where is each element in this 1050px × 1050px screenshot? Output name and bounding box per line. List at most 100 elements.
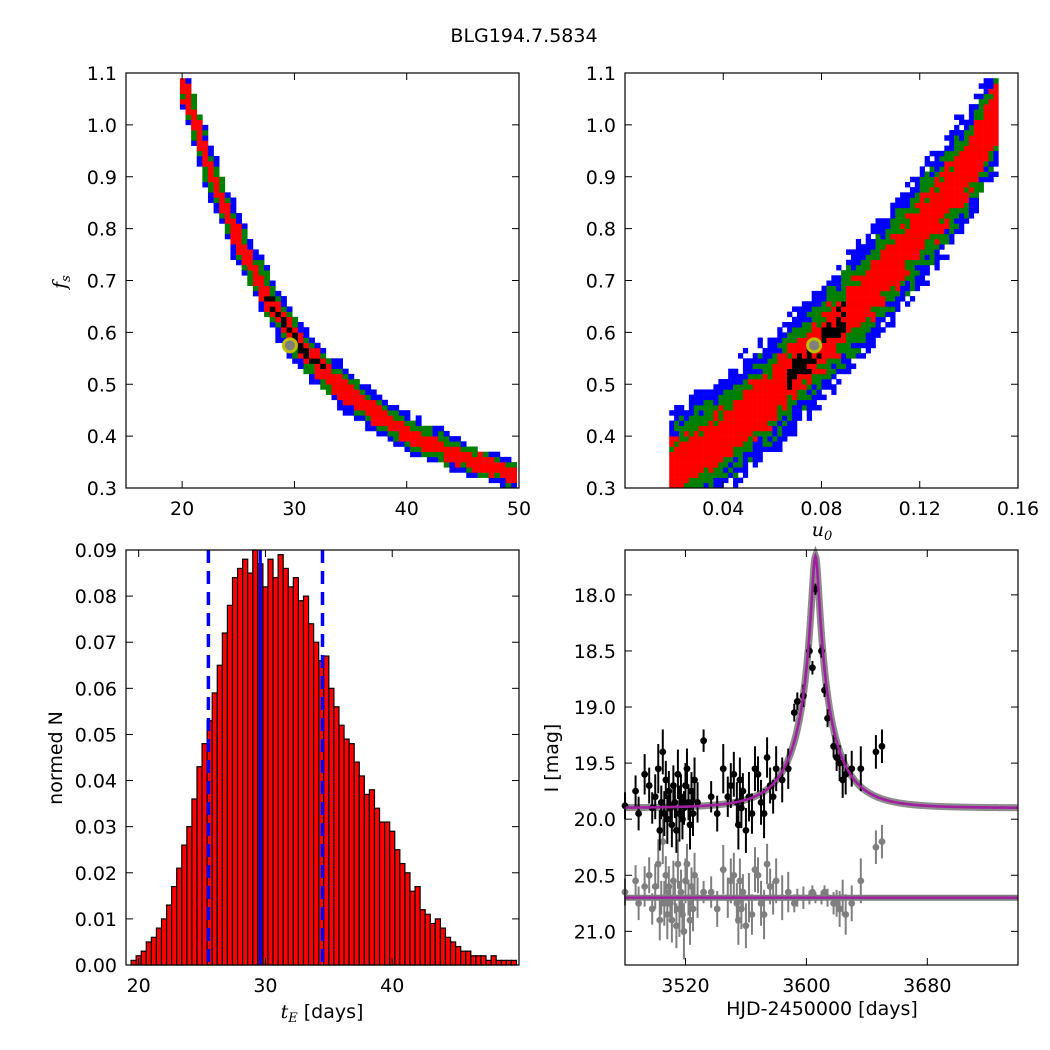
- panel-fs-vs-tE-cell-red: [297, 332, 304, 338]
- panel-fs-vs-u0-cell-red: [865, 301, 871, 307]
- panel-fs-vs-u0-cell-red: [782, 373, 788, 380]
- panel-fs-vs-tE-cell-green: [219, 181, 226, 188]
- panel-fs-vs-u0-cell-blue: [968, 119, 975, 126]
- panel-fs-vs-u0-cell-red: [737, 430, 744, 437]
- panel-fs-vs-tE-cell-blue: [365, 384, 372, 390]
- panel-fs-vs-tE-cell-blue: [449, 462, 456, 468]
- panel-fs-vs-u0-cell-blue: [747, 358, 754, 364]
- panel-fs-vs-u0-cell-red: [914, 202, 921, 209]
- residual-point: [766, 883, 774, 890]
- panel-fs-vs-u0-cell-red: [698, 441, 704, 447]
- panel-fs-vs-u0-cell-red: [870, 259, 876, 266]
- panel-fs-vs-u0-cell-red: [708, 451, 714, 458]
- panel-fs-vs-tE-cell-blue: [337, 358, 344, 364]
- panel-fs-vs-tE-cell-blue: [241, 270, 248, 276]
- panel-fs-vs-u0-cell-red: [767, 399, 773, 406]
- panel-fs-vs-tE-cell-red: [432, 436, 439, 442]
- panel-fs-vs-u0-cell-red: [713, 425, 719, 432]
- panel-fs-vs-u0-cell-red: [895, 254, 901, 261]
- panel-fs-vs-u0-cell-green: [708, 405, 714, 411]
- panel-fs-vs-u0-cell-green: [855, 264, 862, 271]
- panel-fs-vs-u0-cell-red: [723, 430, 729, 437]
- panel-fs-vs-u0-cell-blue: [993, 161, 999, 167]
- panel-fs-vs-u0-cell-red: [718, 451, 724, 458]
- panel-fs-vs-tE-cell-red: [252, 275, 259, 281]
- panel-fs-vs-u0-cell-green: [939, 233, 945, 240]
- panel-fs-vs-u0-cell-blue: [796, 399, 803, 406]
- panel-fs-vs-tE-cell-blue: [449, 467, 456, 473]
- panel-fs-vs-tE-cell-blue: [460, 467, 467, 473]
- panel-fs-vs-u0-cell-blue: [816, 394, 822, 401]
- panel-fs-vs-u0-cell-red: [963, 192, 970, 198]
- panel-fs-vs-u0-cell-green: [806, 311, 812, 318]
- panel-fs-vs-u0-cell-blue: [954, 228, 960, 235]
- panel-fs-vs-u0-cell-red: [742, 415, 749, 421]
- panel-fs-vs-tE-cell-red: [471, 467, 478, 473]
- panel-fs-vs-u0-cell-green: [723, 389, 729, 395]
- panel-fs-vs-u0-cell-blue: [806, 306, 812, 312]
- panel-fs-vs-tE-cell-red: [236, 233, 242, 240]
- panel-fs-vs-u0-cell-blue: [919, 275, 925, 281]
- panel-fs-vs-u0-cell-red: [772, 399, 778, 406]
- panel-fs-vs-u0-cell-red: [954, 192, 960, 198]
- panel-fs-vs-u0-cell-green: [934, 187, 940, 193]
- panel-fs-vs-u0-cell-red: [949, 202, 955, 209]
- panel-fs-vs-u0-cell-red: [752, 415, 758, 421]
- panel-fs-vs-tE-cell-red: [376, 410, 383, 416]
- panel-fs-vs-u0-cell-red: [914, 223, 921, 229]
- panel-fs-vs-u0-cell-blue: [757, 337, 763, 344]
- panel-fs-vs-u0-cell-red: [870, 280, 876, 286]
- panel-fs-vs-u0-cell-green: [929, 254, 935, 261]
- panel-fs-vs-tE-ytick-label: 0.6: [87, 322, 117, 344]
- panel-fs-vs-u0-cell-red: [762, 420, 768, 427]
- residual-point: [662, 871, 670, 879]
- histogram-bar: [292, 577, 300, 966]
- panel-fs-vs-tE-cell-red: [185, 109, 192, 115]
- panel-fs-vs-u0-cell-green: [747, 373, 754, 380]
- data-point: [663, 815, 671, 823]
- panel-fs-vs-u0-cell-red: [885, 285, 891, 292]
- panel-fs-vs-u0-cell-red: [737, 399, 744, 406]
- panel-fs-vs-tE-cell-red: [325, 368, 332, 375]
- panel-fs-vs-u0-cell-blue: [733, 477, 739, 484]
- data-point: [842, 770, 850, 778]
- panel-fs-vs-u0-cell-red: [723, 415, 729, 421]
- panel-fs-vs-u0-cell-red: [905, 244, 911, 250]
- panel-tE-histogram-xtick-label: 20: [127, 975, 151, 997]
- panel-fs-vs-u0-cell-green: [963, 213, 970, 219]
- panel-fs-vs-tE-cell-blue: [196, 161, 203, 167]
- panel-fs-vs-u0-cell-blue: [929, 171, 935, 178]
- panel-fs-vs-u0-cell-blue: [983, 176, 989, 183]
- panel-fs-vs-u0-cell-red: [688, 436, 695, 442]
- panel-fs-vs-u0-cell-red: [993, 83, 999, 89]
- panel-fs-vs-u0-cell-red: [968, 166, 975, 172]
- panel-fs-vs-u0-cell-blue: [983, 166, 989, 172]
- panel-fs-vs-tE-cell-blue: [202, 181, 209, 188]
- panel-fs-vs-tE-cell-red: [499, 462, 506, 468]
- histogram-bar: [343, 738, 350, 966]
- panel-fs-vs-u0-cell-green: [919, 187, 925, 193]
- panel-fs-vs-tE-cell-red: [370, 410, 377, 416]
- panel-fs-vs-u0-cell-blue: [792, 430, 798, 437]
- panel-fs-vs-u0-cell-green: [737, 451, 744, 458]
- panel-fs-vs-u0-cell-blue: [826, 280, 832, 286]
- panel-fs-vs-u0-cell-red: [870, 301, 876, 307]
- panel-fs-vs-u0-cell-blue: [742, 456, 749, 463]
- panel-fs-vs-tE-xtick-label: 50: [507, 498, 531, 520]
- data-point: [809, 664, 816, 672]
- panel-fs-vs-u0-cell-green: [718, 467, 724, 473]
- panel-fs-vs-u0-cell-green: [782, 337, 788, 344]
- panel-fs-vs-tE-cell-green: [202, 166, 209, 172]
- panel-fs-vs-u0-cell-red: [792, 347, 798, 354]
- panel-fs-vs-u0-cell-red: [855, 316, 862, 323]
- panel-fs-vs-u0-cell-green: [944, 239, 950, 245]
- panel-fs-vs-tE-cell-red: [421, 441, 428, 447]
- panel-fs-vs-u0-cell-green: [752, 363, 758, 369]
- panel-fs-vs-tE-cell-green: [460, 446, 467, 452]
- panel-fs-vs-tE-cell-red: [404, 430, 411, 437]
- panel-fs-vs-u0-cell-red: [752, 420, 758, 427]
- panel-fs-vs-u0-cell-green: [890, 285, 896, 292]
- panel-fs-vs-u0-cell-red: [963, 181, 970, 188]
- data-point: [790, 709, 798, 717]
- panel-fs-vs-u0-cell-blue: [742, 347, 749, 354]
